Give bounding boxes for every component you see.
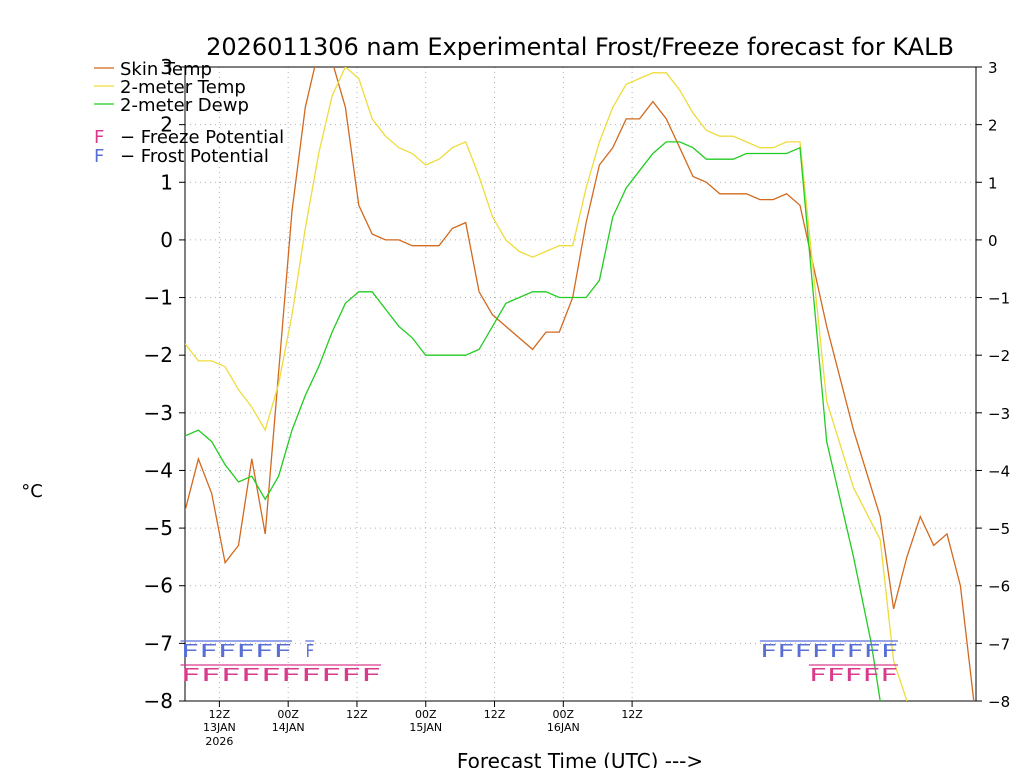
legend-potential-label: − Freeze Potential <box>120 127 284 148</box>
series-line-2-meter-temp <box>185 67 908 701</box>
y-right-tick-label: −8 <box>988 693 1010 711</box>
x-tick-label: 00Z <box>415 708 437 721</box>
y-tick-label: −6 <box>144 574 173 598</box>
x-tick-date: 13JAN <box>203 721 236 734</box>
chart-title: 2026011306 nam Experimental Frost/Freeze… <box>206 33 954 61</box>
y-tick-label: −4 <box>144 458 173 482</box>
y-right-tick-label: −2 <box>988 347 1010 365</box>
x-tick-label: 00Z <box>553 708 575 721</box>
y-right-tick-label: 0 <box>988 232 998 250</box>
legend-label: 2-meter Dewp <box>120 95 249 116</box>
y-right-tick-label: −1 <box>988 290 1010 308</box>
y-tick-label: −8 <box>144 689 173 713</box>
x-axis-label: Forecast Time (UTC) ---> <box>457 749 703 768</box>
y-right-tick-label: −3 <box>988 405 1010 423</box>
y-axis-right: −8 −7 −6 −5 −4 −3 −2 −1 0 1 2 3 <box>976 59 1010 711</box>
y-right-tick-label: 2 <box>988 117 998 135</box>
y-tick-label: −7 <box>144 631 173 655</box>
y-right-tick-label: 1 <box>988 174 998 192</box>
series-line-skin-temp <box>185 67 975 701</box>
y-right-tick-label: −6 <box>988 578 1010 596</box>
y-tick-label: 0 <box>160 228 173 252</box>
potential-indicators: FFFFFFFFFFFFFFFFFFFFFFFFFFFFFFFFFFFFFFFF… <box>180 640 899 686</box>
x-tick-year: 2026 <box>205 735 233 748</box>
y-tick-label: 3 <box>160 55 173 79</box>
indicator-text-frost-potential: F <box>305 641 314 662</box>
y-axis-left: −8 −7 −6 −5 −4 −3 −2 −1 0 1 2 3 <box>144 55 185 713</box>
y-right-tick-label: 3 <box>988 59 998 77</box>
y-tick-label: 1 <box>160 170 173 194</box>
y-right-tick-label: −4 <box>988 462 1010 480</box>
indicator-text-frost-potential: FFFFFFFF <box>760 641 898 662</box>
x-tick-label: 12Z <box>346 708 368 721</box>
y-tick-label: −3 <box>144 401 173 425</box>
indicator-text-frost-potential: FFFFFF <box>181 641 292 662</box>
x-tick-label: 12Z <box>209 708 231 721</box>
x-tick-date: 14JAN <box>272 721 305 734</box>
y-right-tick-label: −5 <box>988 520 1010 538</box>
x-tick-label: 12Z <box>621 708 643 721</box>
indicator-text-freeze-potential: FFFFFFFFFF <box>181 665 382 686</box>
x-tick-date: 16JAN <box>547 721 580 734</box>
grid-lines <box>185 67 976 701</box>
legend-potential-glyph: F <box>94 146 104 167</box>
y-axis-label: °C <box>21 481 43 502</box>
y-tick-label: −1 <box>144 286 173 310</box>
legend-potential-label: − Frost Potential <box>120 146 269 167</box>
x-tick-date: 15JAN <box>409 721 442 734</box>
y-tick-label: 2 <box>160 113 173 137</box>
x-tick-label: 12Z <box>484 708 506 721</box>
y-tick-label: −5 <box>144 516 173 540</box>
series-lines <box>185 67 975 701</box>
x-tick-label: 00Z <box>277 708 299 721</box>
indicator-text-freeze-potential: FFFFF <box>809 665 898 686</box>
legend-potential-glyph: F <box>94 127 104 148</box>
legend-label: Skin Temp <box>120 59 212 80</box>
series-line-2-meter-dewp <box>185 141 881 701</box>
y-tick-label: −2 <box>144 343 173 367</box>
plot-frame <box>184 66 977 702</box>
legend-label: 2-meter Temp <box>120 77 246 98</box>
y-right-tick-label: −7 <box>988 635 1010 653</box>
